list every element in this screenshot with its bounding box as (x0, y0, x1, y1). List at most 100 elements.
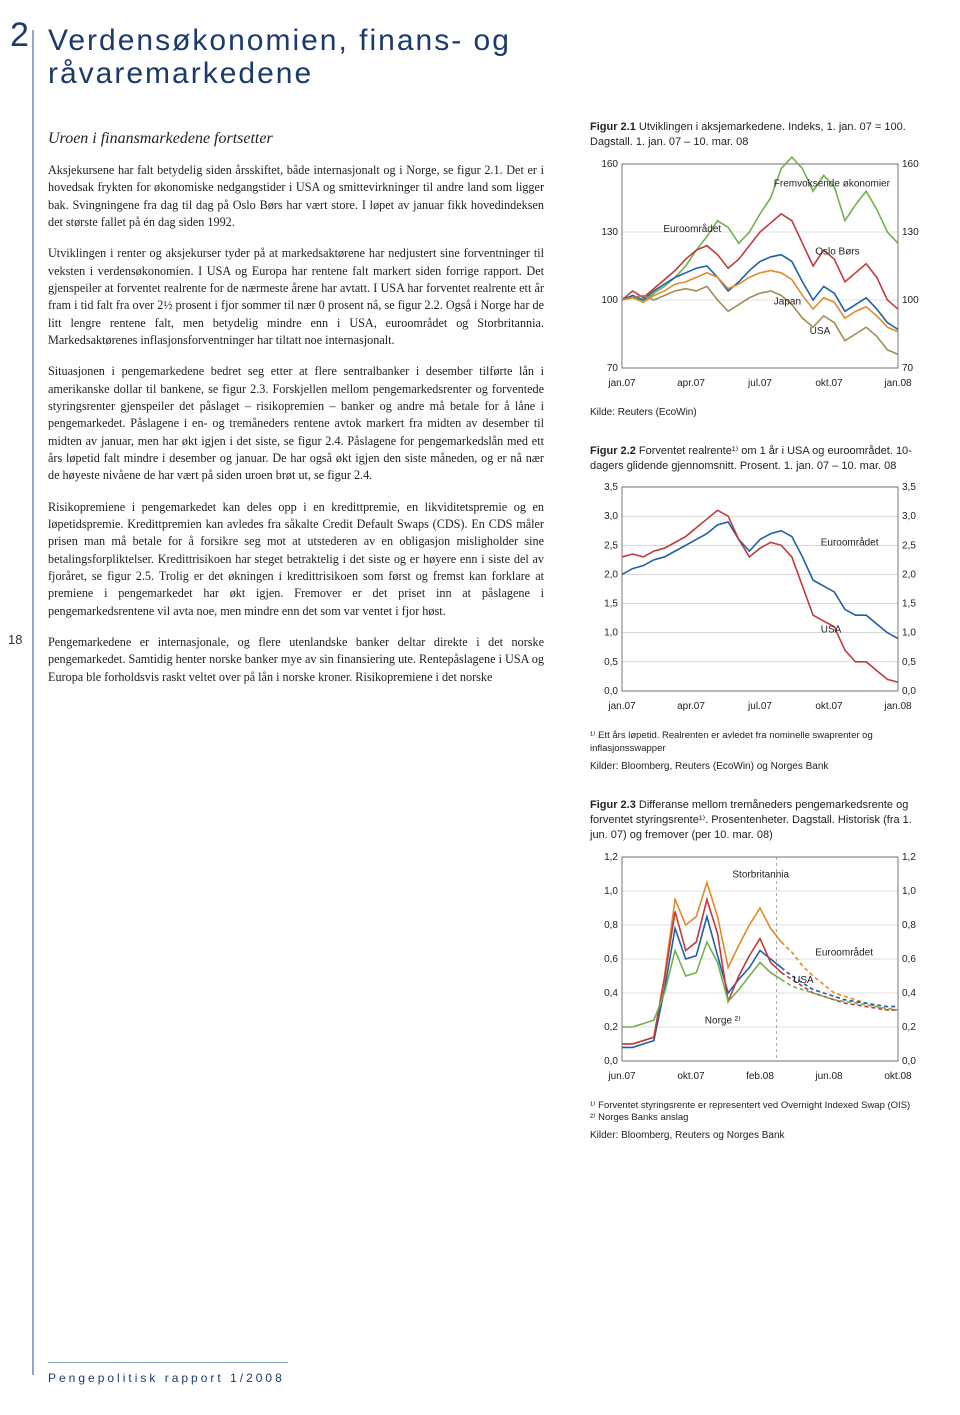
chart-area: 70 70 100 100 130 130 160 160 jan.07 apr.07 jul.07… (590, 156, 930, 401)
svg-text:2,5: 2,5 (604, 541, 618, 552)
svg-text:0,5: 0,5 (902, 657, 916, 668)
svg-text:1,0: 1,0 (902, 628, 916, 639)
svg-text:1,2: 1,2 (902, 852, 916, 863)
svg-text:0,6: 0,6 (604, 954, 618, 965)
svg-text:0,4: 0,4 (604, 988, 618, 999)
chart-area: 0,00,00,20,20,40,40,60,60,80,81,01,01,21… (590, 849, 930, 1094)
svg-text:2,0: 2,0 (902, 570, 916, 581)
svg-text:70: 70 (902, 363, 914, 374)
svg-text:jan.08: jan.08 (883, 701, 912, 712)
svg-text:jun.07: jun.07 (607, 1071, 636, 1082)
svg-text:0,8: 0,8 (902, 920, 916, 931)
svg-text:apr.07: apr.07 (677, 701, 705, 712)
figure-2-1: Figur 2.1 Utviklingen i aksjemarkedene. … (590, 120, 930, 418)
svg-text:Fremvoksende økonomier: Fremvoksende økonomier (774, 178, 891, 189)
svg-text:jan.08: jan.08 (883, 378, 912, 389)
paragraph: Pengemarkedene er internasjonale, og fle… (48, 634, 544, 686)
footer-text: Pengepolitisk rapport 1/2008 (48, 1371, 285, 1385)
page: 2 Verdensøkonomien, finans- og råvaremar… (0, 0, 960, 1415)
svg-text:okt.07: okt.07 (677, 1071, 705, 1082)
svg-text:2,5: 2,5 (902, 541, 916, 552)
svg-text:100: 100 (601, 295, 618, 306)
svg-text:okt.08: okt.08 (884, 1071, 912, 1082)
svg-text:Euroområdet: Euroområdet (815, 946, 873, 958)
svg-text:0,8: 0,8 (604, 920, 618, 931)
svg-text:Euroområdet: Euroområdet (663, 223, 721, 235)
figure-num: Figur 2.1 (590, 121, 636, 133)
side-page-number: 18 (8, 632, 22, 647)
figure-caption: Utviklingen i aksjemarkedene. Indeks, 1.… (590, 121, 906, 148)
svg-text:Storbritannia: Storbritannia (732, 869, 789, 880)
svg-text:jul.07: jul.07 (747, 701, 772, 712)
chapter-title: Verdensøkonomien, finans- og råvaremarke… (48, 24, 548, 90)
svg-text:3,5: 3,5 (604, 482, 618, 493)
left-rule (32, 30, 34, 1375)
svg-text:3,0: 3,0 (902, 512, 916, 523)
svg-text:Oslo Børs: Oslo Børs (815, 246, 859, 257)
figure-caption: Differanse mellom tremåneders pengemarke… (590, 799, 912, 841)
svg-text:160: 160 (601, 159, 618, 170)
svg-text:feb.08: feb.08 (746, 1071, 774, 1082)
svg-text:0,2: 0,2 (604, 1022, 618, 1033)
svg-text:100: 100 (902, 295, 919, 306)
figure-num: Figur 2.3 (590, 799, 636, 811)
chart-area: 0,0 0,0 0,5 0,5 1,0 1,0 1,5 1,5 2,0 2,0 2,5 2,5 3,0 3… (590, 479, 930, 724)
svg-text:0,0: 0,0 (902, 686, 916, 697)
figure-column: Figur 2.1 Utviklingen i aksjemarkedene. … (590, 120, 930, 1167)
chart-svg: 0,0 0,0 0,5 0,5 1,0 1,0 1,5 1,5 2,0 2,0 2,5 2,5 3,0 3… (590, 479, 930, 719)
svg-text:0,6: 0,6 (902, 954, 916, 965)
paragraph: Risikopremiene i pengemarkedet kan deles… (48, 499, 544, 620)
svg-text:USA: USA (821, 625, 842, 636)
figure-title: Figur 2.3 Differanse mellom tremåneders … (590, 798, 930, 843)
svg-text:130: 130 (601, 227, 618, 238)
chart-svg: 0,00,00,20,20,40,40,60,60,80,81,01,01,21… (590, 849, 930, 1089)
figure-2-3: Figur 2.3 Differanse mellom tremåneders … (590, 798, 930, 1141)
figure-source: Kilde: Reuters (EcoWin) (590, 407, 930, 418)
svg-text:jan.07: jan.07 (607, 378, 636, 389)
chapter-number: 2 (10, 16, 29, 55)
figure-source: Kilder: Bloomberg, Reuters og Norges Ban… (590, 1130, 930, 1141)
svg-text:1,0: 1,0 (604, 628, 618, 639)
paragraph: Utviklingen i renter og aksjekurser tyde… (48, 245, 544, 349)
figure-title: Figur 2.1 Utviklingen i aksjemarkedene. … (590, 120, 930, 150)
svg-text:Norge ²⁾: Norge ²⁾ (705, 1015, 741, 1026)
figure-title: Figur 2.2 Forventet realrente¹⁾ om 1 år … (590, 444, 930, 474)
svg-text:1,2: 1,2 (604, 852, 618, 863)
chart-svg: 70 70 100 100 130 130 160 160 jan.07 apr.07 jul.07… (590, 156, 930, 396)
figure-footnote: ¹⁾ Ett års løpetid. Realrenten er avlede… (590, 730, 930, 755)
subheading: Uroen i finansmarkedene fortsetter (48, 130, 544, 148)
svg-text:3,0: 3,0 (604, 512, 618, 523)
svg-text:apr.07: apr.07 (677, 378, 705, 389)
figure-2-2: Figur 2.2 Forventet realrente¹⁾ om 1 år … (590, 444, 930, 772)
figure-footnote: ¹⁾ Forventet styringsrente er represente… (590, 1100, 930, 1125)
svg-text:Japan: Japan (774, 296, 801, 307)
svg-text:1,0: 1,0 (604, 886, 618, 897)
svg-text:USA: USA (810, 326, 831, 337)
svg-text:2,0: 2,0 (604, 570, 618, 581)
svg-text:3,5: 3,5 (902, 482, 916, 493)
paragraph: Aksjekursene har falt betydelig siden år… (48, 162, 544, 231)
svg-text:Euroområdet: Euroområdet (821, 537, 879, 549)
figure-num: Figur 2.2 (590, 445, 636, 457)
svg-text:0,2: 0,2 (902, 1022, 916, 1033)
svg-text:okt.07: okt.07 (815, 378, 843, 389)
svg-text:jul.07: jul.07 (747, 378, 772, 389)
paragraph: Situasjonen i pengemarkedene bedret seg … (48, 363, 544, 484)
svg-text:70: 70 (607, 363, 619, 374)
svg-text:USA: USA (793, 974, 814, 985)
figure-source: Kilder: Bloomberg, Reuters (EcoWin) og N… (590, 761, 930, 772)
figure-caption: Forventet realrente¹⁾ om 1 år i USA og e… (590, 445, 912, 472)
svg-text:okt.07: okt.07 (815, 701, 843, 712)
svg-text:1,5: 1,5 (902, 599, 916, 610)
svg-text:jan.07: jan.07 (607, 701, 636, 712)
svg-text:jun.08: jun.08 (814, 1071, 843, 1082)
footer-rule (48, 1362, 288, 1363)
svg-text:1,5: 1,5 (604, 599, 618, 610)
body-column: Uroen i finansmarkedene fortsetter Aksje… (48, 130, 544, 700)
svg-text:0,5: 0,5 (604, 657, 618, 668)
svg-text:130: 130 (902, 227, 919, 238)
svg-text:0,0: 0,0 (902, 1056, 916, 1067)
svg-text:0,0: 0,0 (604, 1056, 618, 1067)
svg-text:0,0: 0,0 (604, 686, 618, 697)
svg-text:160: 160 (902, 159, 919, 170)
